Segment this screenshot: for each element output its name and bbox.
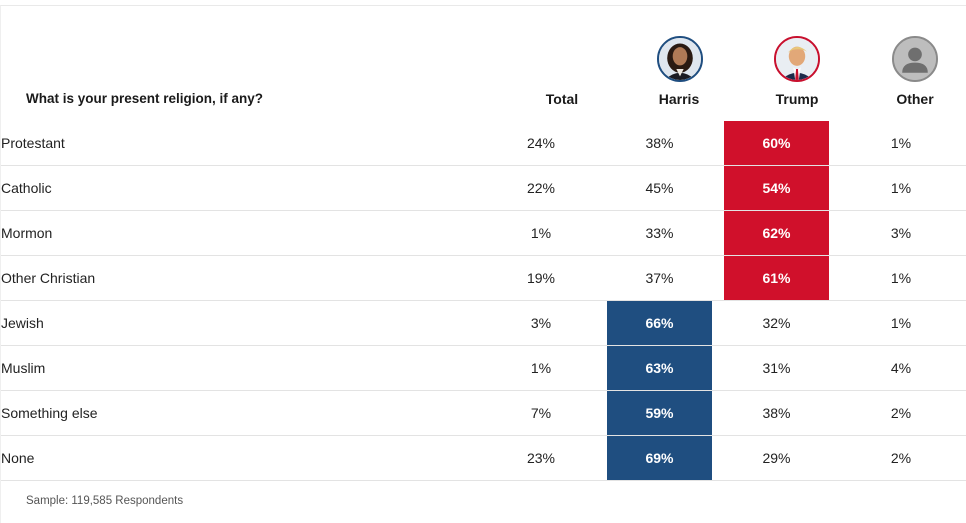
winner-cell-value: 61% (724, 256, 829, 300)
cell-trump: 60% (718, 121, 835, 166)
cell-value: 3% (890, 225, 912, 241)
winner-cell-value: 54% (724, 166, 829, 210)
cell-value: 19% (526, 270, 556, 286)
row-label: Mormon (1, 210, 481, 256)
table-row: Mormon 1% 33% 62% 3% (1, 210, 966, 256)
cell-value: 2% (890, 405, 912, 421)
table-row: Other Christian 19% 37% 61% 1% (1, 255, 966, 301)
column-header-trump: Trump (775, 91, 819, 107)
cell-other: 1% (835, 300, 966, 346)
winner-cell-value: 59% (607, 391, 712, 435)
column-header-harris: Harris (658, 91, 700, 107)
cell-trump: 61% (718, 255, 835, 301)
table-header: What is your present religion, if any? T… (1, 6, 966, 121)
trump-photo-icon (774, 36, 820, 82)
cell-value: 22% (526, 180, 556, 196)
cell-value: 24% (526, 135, 556, 151)
cell-harris: 59% (601, 390, 718, 436)
table-row: Muslim 1% 63% 31% 4% (1, 345, 966, 391)
cell-trump: 31% (718, 345, 835, 391)
cell-harris: 38% (601, 121, 718, 166)
table-row: Catholic 22% 45% 54% 1% (1, 165, 966, 211)
cell-trump: 32% (718, 300, 835, 346)
cell-harris: 66% (601, 300, 718, 346)
table-row: Jewish 3% 66% 32% 1% (1, 300, 966, 346)
cell-total: 7% (481, 390, 601, 436)
cell-trump: 38% (718, 390, 835, 436)
cell-value: 45% (645, 180, 674, 196)
table-row: Something else 7% 59% 38% 2% (1, 390, 966, 436)
cell-other: 1% (835, 165, 966, 211)
person-placeholder-icon (892, 36, 938, 82)
cell-harris: 33% (601, 210, 718, 256)
question-title: What is your present religion, if any? (26, 91, 264, 106)
cell-value: 29% (762, 450, 791, 466)
cell-trump: 54% (718, 165, 835, 211)
row-label: Something else (1, 390, 481, 436)
cell-value: 2% (890, 450, 912, 466)
cell-total: 1% (481, 210, 601, 256)
cell-total: 19% (481, 255, 601, 301)
cell-total: 3% (481, 300, 601, 346)
cell-value: 1% (890, 180, 912, 196)
cell-value: 7% (530, 405, 552, 421)
cell-other: 2% (835, 435, 966, 481)
harris-photo-icon (657, 36, 703, 82)
results-panel: What is your present religion, if any? T… (0, 5, 966, 523)
cell-value: 1% (530, 360, 552, 376)
cell-value: 33% (645, 225, 674, 241)
cell-value: 1% (890, 270, 912, 286)
cell-value: 32% (762, 315, 791, 331)
cell-other: 2% (835, 390, 966, 436)
cell-value: 1% (890, 135, 912, 151)
cell-value: 3% (530, 315, 552, 331)
results-table: Protestant 24% 38% 60% 1% Catholic 22% 45% 54% 1%… (1, 121, 966, 481)
cell-harris: 69% (601, 435, 718, 481)
cell-value: 38% (645, 135, 674, 151)
row-label: Protestant (1, 121, 481, 166)
sample-note: Sample: 119,585 Respondents (26, 495, 184, 507)
row-label: Jewish (1, 300, 481, 346)
cell-total: 23% (481, 435, 601, 481)
cell-value: 37% (645, 270, 674, 286)
column-header-total: Total (545, 91, 579, 107)
row-label: Muslim (1, 345, 481, 391)
cell-total: 1% (481, 345, 601, 391)
cell-harris: 63% (601, 345, 718, 391)
cell-harris: 45% (601, 165, 718, 211)
cell-other: 4% (835, 345, 966, 391)
cell-total: 24% (481, 121, 601, 166)
table-row: None 23% 69% 29% 2% (1, 435, 966, 481)
cell-value: 38% (762, 405, 791, 421)
cell-value: 31% (762, 360, 791, 376)
cell-value: 4% (890, 360, 912, 376)
cell-other: 3% (835, 210, 966, 256)
cell-value: 1% (530, 225, 552, 241)
table-row: Protestant 24% 38% 60% 1% (1, 121, 966, 166)
cell-harris: 37% (601, 255, 718, 301)
winner-cell-value: 66% (607, 301, 712, 345)
winner-cell-value: 63% (607, 346, 712, 390)
cell-other: 1% (835, 255, 966, 301)
cell-other: 1% (835, 121, 966, 166)
cell-total: 22% (481, 165, 601, 211)
cell-value: 1% (890, 315, 912, 331)
winner-cell-value: 62% (724, 211, 829, 255)
row-label: Other Christian (1, 255, 481, 301)
winner-cell-value: 60% (724, 121, 829, 165)
cell-value: 23% (526, 450, 556, 466)
row-label: None (1, 435, 481, 481)
winner-cell-value: 69% (607, 436, 712, 480)
row-label: Catholic (1, 165, 481, 211)
cell-trump: 29% (718, 435, 835, 481)
column-header-other: Other (896, 91, 934, 107)
cell-trump: 62% (718, 210, 835, 256)
